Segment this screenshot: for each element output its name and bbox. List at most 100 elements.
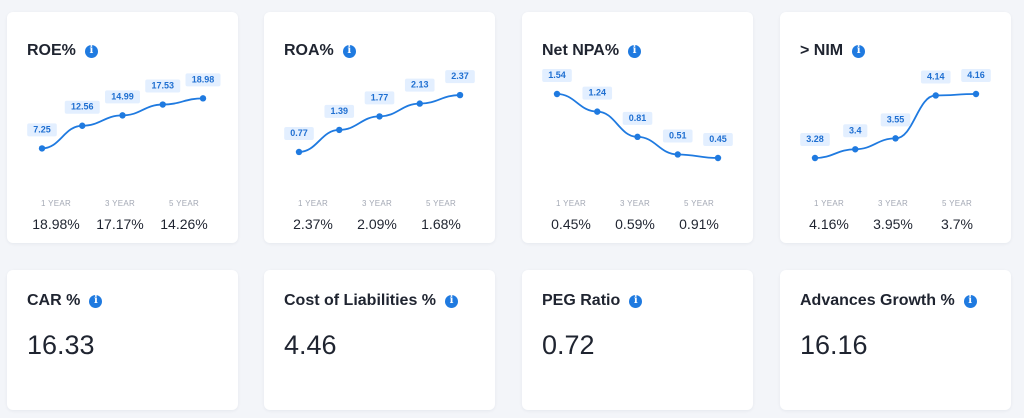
data-point[interactable] [159, 101, 166, 108]
advances-growth-card: Advances Growth % i 16.16 [780, 270, 1011, 410]
period-label: 1 YEAR [555, 199, 587, 208]
roa-card: ROA% i 0.77 1.39 1.77 2.13 2.37 1 YEAR 3 YEA… [264, 12, 495, 243]
data-point[interactable] [38, 145, 46, 152]
data-label-bg [582, 86, 613, 100]
data-label: 2.13 [411, 80, 429, 90]
peg-ratio-title-text: PEG Ratio [542, 292, 621, 309]
npa-card: Net NPA% i 1.54 1.24 0.81 0.51 0.45 1 YEAR 3… [522, 12, 753, 243]
data-label-bg [185, 73, 221, 87]
period-label: 1 YEAR [40, 199, 72, 208]
roe-title-text: ROE% [27, 42, 76, 59]
cost-of-liabilities-title-text: Cost of Liabilities % [284, 292, 437, 309]
period-value: 0.45% [551, 216, 591, 232]
data-label: 0.51 [669, 130, 687, 140]
period-value: 0.91% [679, 216, 719, 232]
series-line [556, 93, 719, 159]
data-label: 2.37 [451, 71, 469, 81]
data-label-bg [404, 78, 435, 92]
data-label-bg [284, 126, 314, 140]
advances-growth-title-text: Advances Growth % [800, 292, 955, 309]
data-point[interactable] [594, 108, 601, 115]
nim-chart: 3.28 3.4 3.55 4.14 4.16 [800, 69, 991, 162]
period-label: 5 YEAR [168, 199, 200, 208]
data-point[interactable] [79, 122, 86, 129]
data-point[interactable] [972, 90, 980, 98]
data-point[interactable] [852, 146, 859, 153]
data-label-bg [662, 129, 693, 143]
info-icon[interactable]: i [445, 294, 459, 308]
data-point[interactable] [456, 91, 464, 99]
npa-title: Net NPA% i [542, 42, 642, 60]
peg-ratio-title: PEG Ratio i [542, 292, 643, 310]
info-icon[interactable]: i [89, 294, 103, 308]
period-value: 0.59% [615, 216, 655, 232]
data-label: 3.4 [849, 125, 862, 135]
data-label: 0.77 [290, 128, 308, 138]
data-label-bg [622, 111, 653, 125]
data-label-bg [703, 133, 733, 146]
data-point[interactable] [295, 148, 303, 156]
cost-of-liabilities-value: 4.46 [284, 330, 337, 360]
info-icon[interactable]: i [963, 294, 977, 308]
data-point[interactable] [119, 112, 126, 119]
data-label-bg [445, 70, 475, 84]
data-label-bg [542, 69, 572, 82]
data-label-bg [27, 123, 57, 137]
data-label: 0.45 [709, 134, 727, 144]
data-label: 1.77 [371, 92, 389, 102]
info-icon[interactable]: i [852, 44, 866, 58]
advances-growth-title: Advances Growth % i [800, 292, 977, 310]
car-card: CAR % i 16.33 [7, 270, 238, 410]
data-label: 1.24 [588, 88, 606, 98]
period-value: 1.68% [421, 216, 461, 232]
data-point[interactable] [714, 154, 722, 162]
data-point[interactable] [199, 95, 207, 102]
period-label: 1 YEAR [297, 199, 329, 208]
data-label-bg [324, 104, 355, 118]
data-label: 4.14 [927, 71, 945, 81]
data-point[interactable] [932, 92, 939, 99]
info-icon[interactable]: i [342, 44, 356, 58]
data-point[interactable] [336, 126, 343, 134]
data-point[interactable] [416, 100, 423, 107]
period-label: 1 YEAR [813, 199, 845, 208]
info-icon[interactable]: i [628, 44, 642, 58]
info-icon[interactable]: i [629, 294, 643, 308]
data-label: 1.54 [548, 70, 566, 80]
data-label: 7.25 [33, 124, 51, 134]
data-point[interactable] [811, 154, 819, 162]
cost-of-liabilities-title: Cost of Liabilities % i [284, 292, 459, 310]
period-label: 3 YEAR [104, 199, 136, 208]
data-label-bg [920, 70, 951, 84]
data-point[interactable] [376, 113, 383, 120]
data-label-bg [145, 79, 181, 93]
period-value: 2.09% [357, 216, 397, 232]
npa-title-text: Net NPA% [542, 42, 620, 59]
data-point[interactable] [892, 135, 899, 142]
period-label: 3 YEAR [877, 199, 909, 208]
npa-chart: 1.54 1.24 0.81 0.51 0.45 [542, 69, 733, 162]
roe-card: ROE% i 7.25 12.56 14.99 17.53 18.98 1 YEAR 3… [7, 12, 238, 243]
data-label: 18.98 [192, 74, 215, 84]
period-value: 14.26% [160, 216, 208, 232]
nim-card: > NIM i 3.28 3.4 3.55 4.14 4.16 1 YEAR 3 YEA… [780, 12, 1011, 243]
period-value: 4.16% [809, 216, 849, 232]
roa-chart: 0.77 1.39 1.77 2.13 2.37 [284, 70, 475, 156]
car-title: CAR % i [27, 292, 103, 310]
info-icon[interactable]: i [84, 44, 98, 58]
data-point[interactable] [553, 90, 561, 98]
car-value: 16.33 [27, 330, 95, 360]
data-point[interactable] [634, 133, 641, 141]
data-label-bg [64, 100, 100, 114]
period-label: 5 YEAR [683, 199, 715, 208]
data-label: 12.56 [71, 102, 94, 112]
period-value: 18.98% [32, 216, 80, 232]
period-value: 3.7% [941, 216, 973, 232]
data-label: 14.99 [111, 91, 134, 101]
data-point[interactable] [674, 151, 681, 158]
roa-title-text: ROA% [284, 42, 334, 59]
data-label-bg [105, 90, 140, 104]
roe-chart: 7.25 12.56 14.99 17.53 18.98 [27, 73, 221, 152]
period-value: 17.17% [96, 216, 144, 232]
period-label: 5 YEAR [941, 199, 973, 208]
